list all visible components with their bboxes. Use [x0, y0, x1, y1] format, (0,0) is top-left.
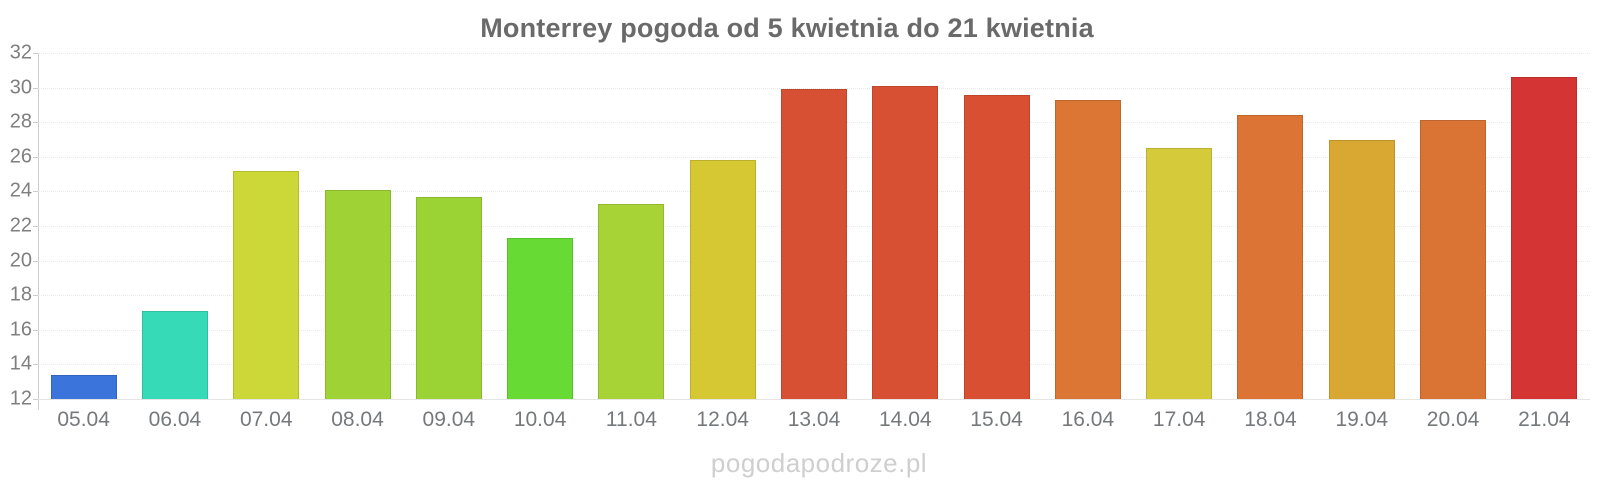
bar-slot-11.04 — [586, 53, 677, 399]
x-axis-label-06.04: 06.04 — [148, 408, 202, 431]
y-tick-22 — [33, 226, 38, 227]
bar-08.04[interactable] — [324, 189, 391, 399]
bar-slot-06.04 — [129, 53, 220, 399]
bar-slot-16.04 — [1042, 53, 1133, 399]
bar-13.04[interactable] — [780, 89, 847, 399]
x-axis-label-11.04: 11.04 — [605, 408, 657, 431]
bar-16.04[interactable] — [1054, 99, 1121, 399]
y-axis-line — [38, 53, 39, 410]
y-tick-28 — [33, 122, 38, 124]
bar-14.04[interactable] — [872, 85, 939, 399]
y-axis-label-22: 22 — [9, 214, 32, 237]
x-axis-label-09.04: 09.04 — [422, 408, 476, 431]
y-axis-label-30: 30 — [9, 76, 32, 99]
bar-06.04[interactable] — [141, 310, 208, 399]
bar-09.04[interactable] — [415, 196, 482, 399]
gridline-30 — [38, 87, 1590, 89]
bar-slot-10.04 — [494, 53, 585, 399]
bar-slot-14.04 — [860, 53, 951, 399]
y-tick-20 — [33, 260, 38, 262]
gridline-12 — [38, 399, 1590, 400]
y-tick-14 — [33, 364, 38, 366]
bar-slot-09.04 — [403, 53, 494, 399]
y-tick-30 — [33, 87, 38, 89]
y-tick-26 — [33, 156, 38, 158]
bar-11.04[interactable] — [598, 203, 665, 399]
x-axis-label-16.04: 16.04 — [1061, 408, 1115, 431]
x-axis-labels: 05.04 06.04 07.04 08.04 09.04 10.04 11.04 12.04… — [38, 408, 1590, 436]
bar-slot-17.04 — [1134, 53, 1225, 399]
watermark: pogodapodroze.pl — [710, 448, 928, 478]
bar-12.04[interactable] — [689, 160, 756, 399]
y-axis-label-32: 32 — [9, 41, 32, 64]
bar-slot-05.04 — [38, 53, 129, 399]
bar-slot-20.04 — [1407, 53, 1498, 399]
x-axis-label-07.04: 07.04 — [239, 408, 293, 431]
bar-slot-07.04 — [221, 53, 312, 399]
x-axis-label-21.04: 21.04 — [1518, 408, 1571, 431]
bar-20.04[interactable] — [1420, 120, 1487, 399]
bar-slot-15.04 — [951, 53, 1042, 399]
x-axis-label-20.04: 20.04 — [1426, 408, 1480, 431]
x-axis-label-08.04: 08.04 — [331, 408, 384, 431]
x-axis-label-05.04: 05.04 — [57, 408, 110, 431]
y-axis-label-16: 16 — [9, 318, 32, 341]
x-axis-label-12.04: 12.04 — [696, 408, 749, 431]
bar-10.04[interactable] — [507, 238, 574, 399]
bar-slot-19.04 — [1316, 53, 1407, 399]
bar-slot-18.04 — [1225, 53, 1316, 399]
y-tick-18 — [33, 295, 38, 297]
y-axis-label-18: 18 — [9, 283, 32, 306]
bar-slot-13.04 — [768, 53, 859, 399]
bar-slot-12.04 — [677, 53, 768, 399]
y-axis-label-14: 14 — [9, 352, 32, 375]
bar-slot-21.04 — [1499, 53, 1590, 399]
bar-18.04[interactable] — [1237, 115, 1304, 399]
bar-21.04[interactable] — [1511, 77, 1578, 399]
y-axis-label-26: 26 — [9, 145, 32, 168]
bar-17.04[interactable] — [1146, 148, 1213, 399]
y-axis-label-28: 28 — [9, 110, 32, 133]
y-tick-16 — [33, 329, 38, 331]
x-axis-label-13.04: 13.04 — [787, 408, 841, 431]
x-axis-label-15.04: 15.04 — [970, 408, 1023, 431]
bar-05.04[interactable] — [50, 374, 117, 399]
bar-15.04[interactable] — [963, 94, 1030, 399]
y-axis-label-12: 12 — [9, 387, 32, 410]
bar-slot-08.04 — [312, 53, 403, 399]
y-axis-label-20: 20 — [9, 249, 32, 272]
y-tick-24 — [33, 191, 38, 193]
x-axis-label-17.04: 17.04 — [1152, 408, 1206, 431]
x-axis-label-19.04: 19.04 — [1335, 408, 1389, 431]
x-axis-label-14.04: 14.04 — [879, 408, 932, 431]
gridline-32 — [38, 53, 1590, 54]
x-axis-label-10.04: 10.04 — [513, 408, 567, 431]
y-tick-32 — [33, 53, 38, 54]
y-tick-12 — [33, 399, 38, 400]
plot-area — [38, 53, 1590, 400]
x-axis-label-18.04: 18.04 — [1244, 408, 1297, 431]
bar-19.04[interactable] — [1328, 139, 1395, 399]
bar-07.04[interactable] — [233, 170, 300, 399]
chart-title: Monterrey pogoda od 5 kwietnia do 21 kwi… — [480, 13, 1094, 43]
y-axis-label-24: 24 — [9, 179, 32, 202]
